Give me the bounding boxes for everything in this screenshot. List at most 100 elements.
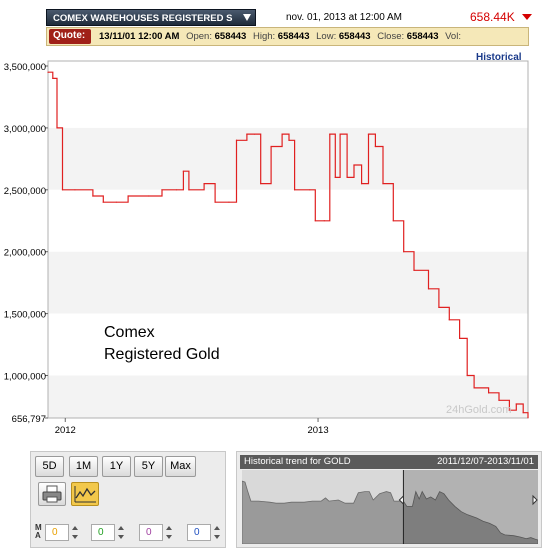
range-button-5d[interactable]: 5D [35,456,64,477]
high-label: High: [252,31,276,42]
chart-annotation: Comex Registered Gold [104,322,220,366]
navigator-title: Historical trend for GOLD [244,456,351,467]
spinner-icon[interactable] [71,524,79,541]
data-point [448,319,450,321]
data-point [61,189,64,191]
grid-band [48,375,528,418]
data-point [203,183,205,185]
ma-input-3[interactable]: 0 [139,524,163,541]
data-point [314,220,316,222]
y-tick-label: 3,000,000 [4,124,46,135]
range-button-1m[interactable]: 1M [69,456,98,477]
data-point [270,145,272,148]
historical-link[interactable]: Historical [476,52,522,63]
data-point [346,176,348,179]
navigator-area [242,480,538,544]
navigator-header: Historical trend for GOLD 2011/12/07-201… [240,455,538,469]
vol-label: Vol: [445,31,461,42]
data-point [253,133,256,135]
data-point [353,164,355,166]
line-chart-icon [74,486,96,503]
chart-canvas: 3,500,000 3,000,000 2,500,000 2,000,000 1,50… [4,60,529,436]
data-point [214,201,216,203]
grid-band [48,66,528,128]
y-tick-label: 2,500,000 [4,186,46,197]
data-point [228,201,230,203]
series-line [48,71,529,418]
print-button[interactable] [38,482,66,506]
navigator-canvas[interactable] [242,470,538,544]
data-point [522,412,524,414]
data-point [293,189,296,191]
range-button-5y[interactable]: 5Y [134,456,163,477]
top-bar: COMEX WAREHOUSES REGISTERED S nov. 01, 2… [0,0,542,26]
data-point [47,71,49,73]
range-button-max[interactable]: Max [165,456,196,477]
y-tick-label: 656,797 [12,414,46,425]
navigator-range: 2011/12/07-2013/11/01 [437,456,534,467]
spinner-icon[interactable] [213,524,221,541]
x-tick-label: 2012 [55,425,76,436]
data-point [360,183,363,185]
printer-icon [42,485,62,503]
watermark: 24hGold.com [446,404,512,416]
high-value: 658443 [277,31,310,42]
data-point [367,133,370,135]
main-chart[interactable]: 3,500,000 3,000,000 2,500,000 2,000,000 1,50… [0,46,542,446]
data-point [260,183,262,185]
ma-input-1[interactable]: 0 [45,524,69,541]
left-handle-icon[interactable] [398,494,404,506]
data-point [473,387,475,389]
symbol-select-label: COMEX WAREHOUSES REGISTERED S [53,13,233,24]
grid-band [48,127,528,190]
symbol-select[interactable]: COMEX WAREHOUSES REGISTERED S [46,9,256,26]
spinner-icon[interactable] [117,524,125,541]
data-point [438,306,440,309]
range-button-1y[interactable]: 1Y [102,456,131,477]
grid-band [48,313,528,376]
data-point [235,139,238,141]
data-point [498,399,500,401]
data-point [527,417,529,419]
data-point [309,189,311,191]
data-point [175,189,178,191]
navigator-window[interactable] [403,470,538,544]
annotation-line-1: Comex [104,324,155,341]
data-point [102,201,104,203]
quote-fields: 13/11/01 12:00 AM Open: 658443 High: 658… [99,31,461,42]
y-tick-label: 1,500,000 [4,310,46,321]
data-point [334,176,336,179]
data-point [459,337,461,339]
right-handle-icon[interactable] [532,494,538,506]
data-point [115,201,117,203]
quote-datetime: nov. 01, 2013 at 12:00 AM [286,12,403,23]
data-point [374,145,376,148]
ma-input-2[interactable]: 0 [91,524,115,541]
spinner-icon[interactable] [165,524,173,541]
y-tick-label: 2,000,000 [4,248,46,259]
data-point [403,251,405,253]
close-label: Close: [377,31,405,42]
low-value: 658443 [338,31,371,42]
data-point [515,403,517,405]
quote-bar: Quote: 13/11/01 12:00 AM Open: 658443 Hi… [46,27,529,46]
ma-input-4[interactable]: 0 [187,524,211,541]
data-point [288,139,290,141]
history-navigator[interactable]: Historical trend for GOLD 2011/12/07-201… [236,451,542,548]
data-point [52,77,54,79]
grid-band [48,189,528,252]
data-point [382,183,384,185]
x-tick-label: 2013 [307,425,328,436]
plot-frame [47,60,529,419]
y-tick-label: 3,500,000 [4,62,46,73]
data-point [508,409,510,411]
data-point [427,288,430,290]
grid-band [48,251,528,314]
chart-type-button[interactable] [71,482,99,506]
data-point [339,133,341,135]
data-point [329,133,331,135]
data-point [246,133,248,135]
data-point [182,170,184,172]
data-point [392,220,394,222]
